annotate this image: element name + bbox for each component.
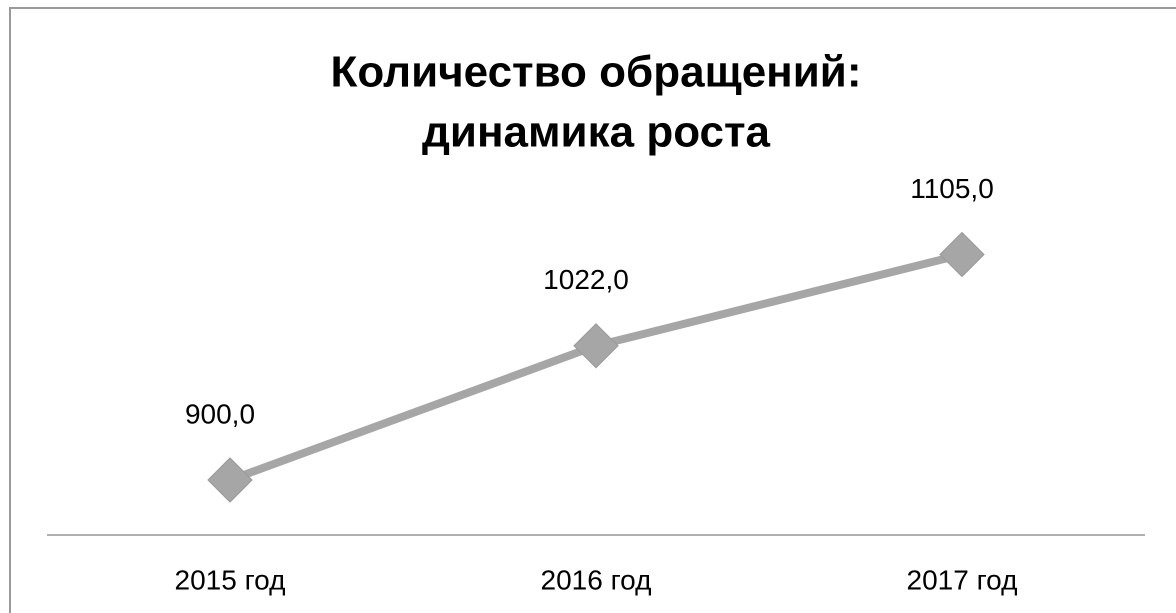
data-label: 900,0 bbox=[185, 398, 255, 429]
x-tick-label: 2017 год bbox=[907, 564, 1018, 595]
marker bbox=[939, 231, 985, 278]
chart-border bbox=[9, 7, 1176, 613]
marker bbox=[573, 323, 619, 369]
x-tick-label: 2015 год bbox=[175, 564, 286, 595]
chart-title: Количество обращений: bbox=[331, 48, 862, 97]
marker bbox=[207, 457, 253, 503]
data-label: 1022,0 bbox=[543, 264, 629, 295]
data-label: 1105,0 bbox=[910, 173, 994, 204]
x-tick-label: 2016 год bbox=[541, 564, 652, 595]
chart-title: динамика роста bbox=[422, 108, 771, 157]
